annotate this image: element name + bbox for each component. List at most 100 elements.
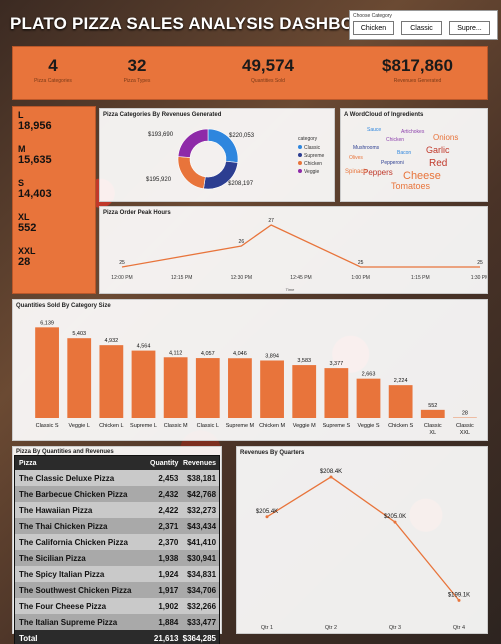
- cell-pizza: The Spicy Italian Pizza: [19, 569, 105, 579]
- slicer-option-classic[interactable]: Classic: [401, 21, 442, 35]
- word-pepperoni: Pepperoni: [381, 160, 404, 166]
- quarter-point[interactable]: [457, 598, 461, 602]
- bar-category-label: Veggie S: [357, 423, 379, 429]
- cell-pizza: The Southwest Chicken Pizza: [19, 585, 132, 595]
- kpi-value: $817,860: [382, 56, 453, 75]
- bar-chicken-m[interactable]: [260, 360, 284, 418]
- cell-pizza: The Sicilian Pizza: [19, 553, 86, 563]
- peak-hours-panel: Pizza Order Peak Hours Time 25 26 27 25 25 12…: [99, 206, 488, 294]
- peak-x-tick: 12:15 PM: [171, 275, 192, 281]
- slicer-option-supreme[interactable]: Supre...: [449, 21, 490, 35]
- word-onions: Onions: [433, 133, 458, 142]
- size-label: XL: [18, 212, 30, 222]
- bar-value-label: 552: [428, 403, 437, 409]
- table-row: The Sicilian Pizza 1,938 $30,941: [15, 550, 219, 566]
- bar-category-label: Classic M: [164, 423, 188, 429]
- cell-quantity: 2,453: [158, 473, 179, 483]
- kpi-label: Pizza Types: [123, 78, 151, 84]
- legend-dot-classic: [298, 145, 302, 149]
- peak-x-tick: 1:15 PM: [411, 275, 430, 281]
- cell-pizza: The Thai Chicken Pizza: [19, 521, 108, 531]
- dashboard-title: PLATO PIZZA SALES ANALYSIS DASHBOARD: [10, 14, 392, 33]
- legend-item-classic: Classic: [304, 145, 321, 151]
- size-count-s: S 14,403: [18, 178, 98, 200]
- table-row: The Thai Chicken Pizza 2,371 $43,434: [15, 518, 219, 534]
- size-count-m: M 15,635: [18, 144, 98, 166]
- peak-hours-title: Pizza Order Peak Hours: [103, 210, 171, 216]
- peak-point-label: 27: [268, 218, 274, 224]
- bar-veggie-s[interactable]: [356, 378, 381, 418]
- word-artichokes: Artichokes: [401, 129, 425, 135]
- bar-category-label: XL: [429, 430, 436, 436]
- kpi-value: 49,574: [242, 56, 294, 75]
- table-row: The Classic Deluxe Pizza 2,453 $38,181: [15, 470, 219, 486]
- donut-slice-veggie[interactable]: [177, 128, 209, 158]
- quarter-point[interactable]: [265, 515, 269, 519]
- kpi-value: 4: [48, 56, 58, 75]
- pizza-table-title: Pizza By Quantities and Revenues: [16, 449, 114, 455]
- bar-veggie-l[interactable]: [67, 338, 92, 418]
- size-count-xl: XL 552: [18, 212, 98, 234]
- bar-classic-s[interactable]: [35, 327, 59, 418]
- size-label: S: [18, 178, 25, 188]
- donut-slice-chicken[interactable]: [177, 156, 206, 190]
- size-counts-panel: L 18,956 M 15,635 S 14,403 XL 552 XXL 28: [12, 106, 96, 294]
- slicer-option-chicken[interactable]: Chicken: [353, 21, 394, 35]
- peak-hours-chart: Time 25 26 27 25 25 12:00 PM 12:15 PM 12:30 PM 1…: [111, 218, 487, 292]
- word-bacon: Bacon: [397, 150, 411, 156]
- cell-revenue: $34,706: [187, 585, 217, 595]
- slicer-label: Choose Category: [353, 13, 392, 19]
- peak-point-label: 25: [119, 260, 125, 266]
- peak-point-label: 25: [477, 260, 483, 266]
- bar-supreme-m[interactable]: [228, 358, 252, 418]
- cell-revenue: $32,266: [187, 601, 217, 611]
- cell-revenue: $42,768: [187, 489, 217, 499]
- kpi-label: Revenues Generated: [393, 78, 442, 84]
- peak-x-tick: 12:45 PM: [290, 275, 311, 281]
- table-header: Pizza Quantity Revenues: [15, 456, 219, 470]
- bar-classic-m[interactable]: [163, 357, 188, 418]
- table-row: The Barbecue Chicken Pizza 2,432 $42,768: [15, 486, 219, 502]
- table-row: The California Chicken Pizza 2,370 $41,410: [15, 534, 219, 550]
- cell-quantity: 2,370: [158, 537, 179, 547]
- bar-supreme-l[interactable]: [131, 350, 156, 418]
- cell-revenue: $38,181: [187, 473, 217, 483]
- quarter-point[interactable]: [329, 475, 333, 479]
- word-tomatoes: Tomatoes: [391, 181, 431, 191]
- donut-chart: $220,053 $208,197 $195,920 $193,690 cate…: [146, 128, 325, 190]
- word-mushrooms: Mushrooms: [353, 145, 380, 151]
- quarters-panel: Revenues By Quarters $205.4K Qtr 1 $208.4K…: [236, 446, 488, 634]
- donut-panel: Pizza Categories By Revenues Generated $…: [99, 108, 335, 202]
- bar-supreme-s[interactable]: [324, 368, 349, 418]
- cell-revenue: $32,273: [187, 505, 217, 515]
- bar-category-label: Supreme S: [323, 423, 351, 429]
- legend-dot-veggie: [298, 169, 302, 173]
- donut-label-veggie: $193,690: [148, 132, 174, 138]
- size-label: L: [18, 110, 24, 120]
- cell-revenue: $41,410: [187, 537, 217, 547]
- size-count-xxl: XXL 28: [18, 246, 98, 268]
- bar-category-label: Chicken L: [99, 423, 123, 429]
- bar-category-label: Supreme L: [130, 423, 157, 429]
- cell-quantity: 2,432: [158, 489, 179, 499]
- cell-quantity: 1,938: [158, 553, 179, 563]
- cell-revenue: $34,831: [187, 569, 217, 579]
- bar-chicken-l[interactable]: [99, 345, 124, 418]
- bar-classic-l[interactable]: [195, 358, 220, 418]
- bar-chicken-s[interactable]: [388, 385, 413, 418]
- wordcloud: Cheese Red Garlic Onions Tomatoes Pepper…: [345, 127, 458, 191]
- bar-classic-xl[interactable]: [420, 409, 445, 418]
- bar-category-label: Classic: [456, 423, 474, 429]
- cell-pizza: The Barbecue Chicken Pizza: [19, 489, 128, 499]
- table-row: The Hawaiian Pizza 2,422 $32,273: [15, 502, 219, 518]
- word-olives: Olives: [349, 155, 363, 161]
- size-value: 552: [18, 222, 37, 234]
- bar-veggie-m[interactable]: [292, 365, 317, 418]
- donut-title: Pizza Categories By Revenues Generated: [103, 112, 222, 118]
- category-slicer[interactable]: Choose Category Chicken Classic Supre...: [349, 10, 498, 40]
- quantities-title: Quantities Sold By Category Size: [16, 303, 111, 309]
- quarter-point[interactable]: [393, 520, 397, 524]
- bar-category-label: Veggie L: [69, 423, 90, 429]
- size-value: 18,956: [18, 120, 52, 132]
